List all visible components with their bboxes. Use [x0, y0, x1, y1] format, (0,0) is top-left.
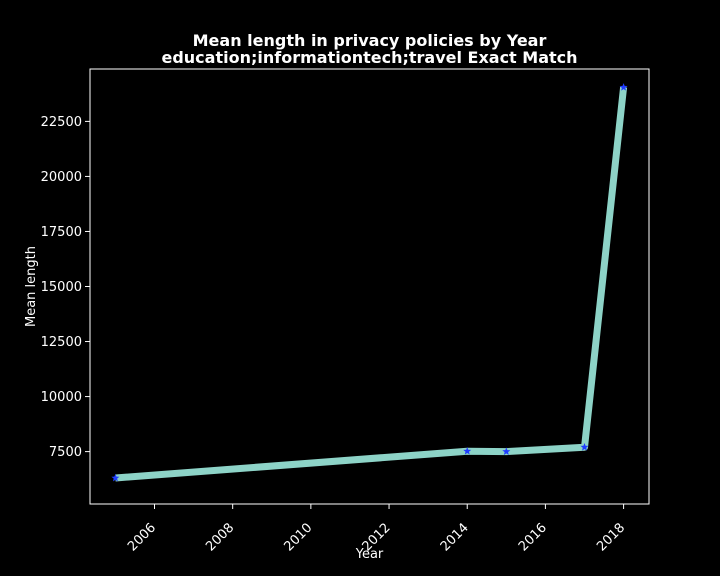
y-tick-label: 20000 [41, 170, 82, 185]
data-point-marker [463, 446, 472, 455]
data-point-marker [502, 447, 511, 455]
x-axis-label: Year [355, 547, 384, 562]
y-axis-ticks: 7500 10000 12500 15000 17500 20000 22500 [41, 115, 90, 460]
data-point-marker [111, 473, 120, 482]
y-tick-label: 7500 [49, 445, 82, 460]
y-tick-label: 12500 [41, 335, 82, 350]
data-markers [111, 83, 628, 482]
chart-subtitle: education;informationtech;travel Exact M… [161, 48, 577, 67]
y-axis-label: Mean length [24, 246, 39, 327]
y-tick-label: 10000 [41, 390, 82, 405]
y-tick-label: 22500 [41, 115, 82, 130]
data-point-marker [580, 443, 589, 451]
y-tick-label: 17500 [41, 225, 82, 240]
chart-title: Mean length in privacy policies by Year [193, 31, 547, 50]
y-tick-label: 15000 [41, 280, 82, 295]
data-point-marker [619, 83, 628, 91]
